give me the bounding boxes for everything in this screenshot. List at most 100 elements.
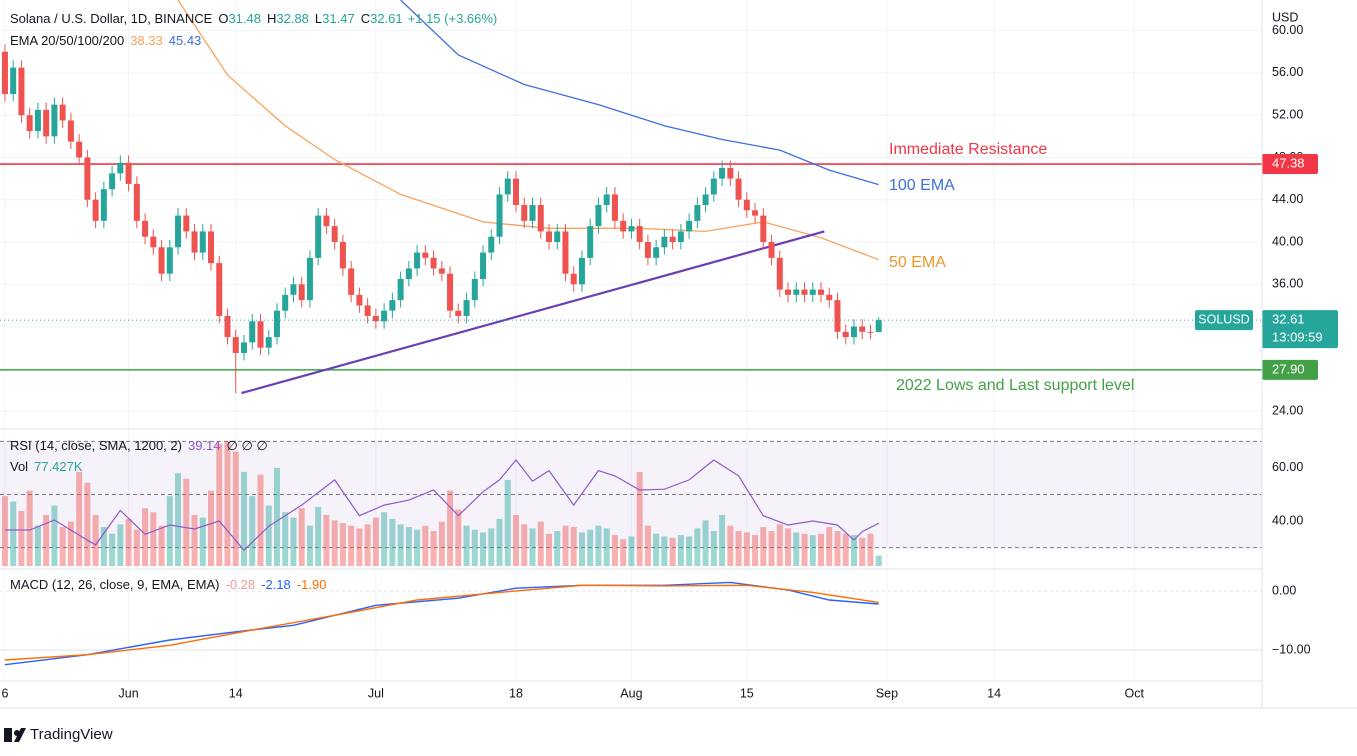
legend-item: 39.14 (188, 438, 221, 453)
x-tick-label: 15 (740, 686, 754, 700)
x-tick-label: Sep (876, 686, 898, 700)
candle-body (232, 337, 239, 353)
legend-item: -1.90 (297, 577, 327, 592)
candle-body (686, 220, 693, 232)
candle-body (496, 194, 503, 237)
candle-body (348, 268, 355, 295)
candle-body (644, 242, 651, 258)
legend-item: 32.88 (276, 11, 309, 26)
volume-bar (620, 539, 627, 566)
annotation: 50 EMA (889, 254, 946, 271)
candle-body (620, 220, 627, 232)
candle-body (92, 199, 99, 221)
volume-bar (702, 520, 709, 566)
volume-bar (348, 525, 355, 566)
candle-body (306, 257, 313, 301)
y-tick-label: 44.00 (1272, 192, 1303, 206)
volume-bar (405, 527, 412, 566)
brand: TradingView (4, 726, 113, 743)
volume-bar (644, 525, 651, 566)
candle-body (480, 252, 487, 279)
legend-item: -0.28 (226, 577, 256, 592)
legend-item: C (361, 11, 370, 26)
legend-item: MACD (12, 26, close, 9, EMA, EMA) (10, 577, 220, 592)
marks (0, 0, 1262, 666)
candle-body (521, 205, 528, 221)
volume-bar (59, 527, 66, 566)
volume-bar (603, 528, 610, 566)
volume-bar (595, 525, 602, 566)
legend-item: 31.48 (228, 11, 261, 26)
level-badge (1262, 154, 1318, 175)
volume-bar (636, 471, 643, 566)
candle-body (323, 215, 330, 227)
candle-body (455, 310, 462, 316)
candle-body (381, 310, 388, 322)
candle-body (438, 268, 445, 274)
candle-body (34, 109, 41, 132)
rsi-tick-label: 60.00 (1272, 460, 1303, 474)
candle-body (842, 331, 849, 338)
y-tick-label: 36.00 (1272, 277, 1303, 291)
volume-bar (257, 474, 264, 566)
legend-item: 38.33 (130, 33, 163, 48)
volume-bar (587, 529, 594, 566)
candle-body (793, 289, 800, 295)
legend-item: L (315, 11, 322, 26)
volume-bar (850, 535, 857, 566)
candle-body (875, 320, 882, 333)
volume-bar (496, 518, 503, 566)
annotation: Immediate Resistance (889, 141, 1047, 158)
volume-bar (397, 524, 404, 566)
volume-bar (331, 520, 338, 566)
volume-bar (273, 467, 280, 566)
candle-body (372, 315, 379, 322)
symbol-badge (1195, 310, 1253, 331)
x-tick-label: Oct (1125, 686, 1145, 700)
candle-body (150, 236, 157, 248)
volume-bar (339, 522, 346, 566)
volume-bar (150, 512, 157, 566)
volume-bar (504, 479, 511, 566)
candle-body (603, 194, 610, 206)
volume-bar (578, 532, 585, 566)
candle-body (199, 231, 206, 253)
volume-bar (562, 525, 569, 566)
candle-body (166, 247, 173, 274)
volume-bar (208, 490, 215, 566)
legend-item: -2.18 (261, 577, 291, 592)
candle-body (76, 141, 83, 158)
candle-body (834, 300, 841, 332)
volume-bar (818, 533, 825, 566)
candle-body (10, 67, 17, 95)
volume-bar (133, 529, 140, 566)
candle-body (818, 289, 825, 295)
legend-item: EMA 20/50/100/200 (10, 33, 124, 48)
volume-bar (785, 528, 792, 566)
volume-bar (529, 528, 536, 566)
candle-body (356, 294, 363, 306)
volume-bar (521, 524, 528, 566)
volume-bar (537, 521, 544, 566)
candle-body (224, 315, 231, 338)
volume-bar (859, 537, 866, 566)
volume-bar (175, 473, 182, 566)
candle-body (628, 226, 635, 232)
volume-bar (422, 525, 429, 566)
volume-bar (653, 533, 660, 566)
ema-line (177, 0, 879, 261)
volume-bar (34, 525, 41, 566)
candle-body (471, 278, 478, 301)
y-tick-label: 60.00 (1272, 23, 1303, 37)
volume-bar (92, 514, 99, 566)
volume-bar (364, 524, 371, 566)
legend: MACD (12, 26, close, 9, EMA, EMA) -0.28 -2… (10, 577, 326, 592)
candle-body (430, 257, 437, 269)
brand-name: TradingView (30, 726, 113, 743)
legend-item: O (218, 11, 228, 26)
volume-bar (191, 514, 198, 566)
volume-bar (480, 532, 487, 566)
candle-body (850, 326, 857, 338)
volume-bar (100, 527, 107, 566)
